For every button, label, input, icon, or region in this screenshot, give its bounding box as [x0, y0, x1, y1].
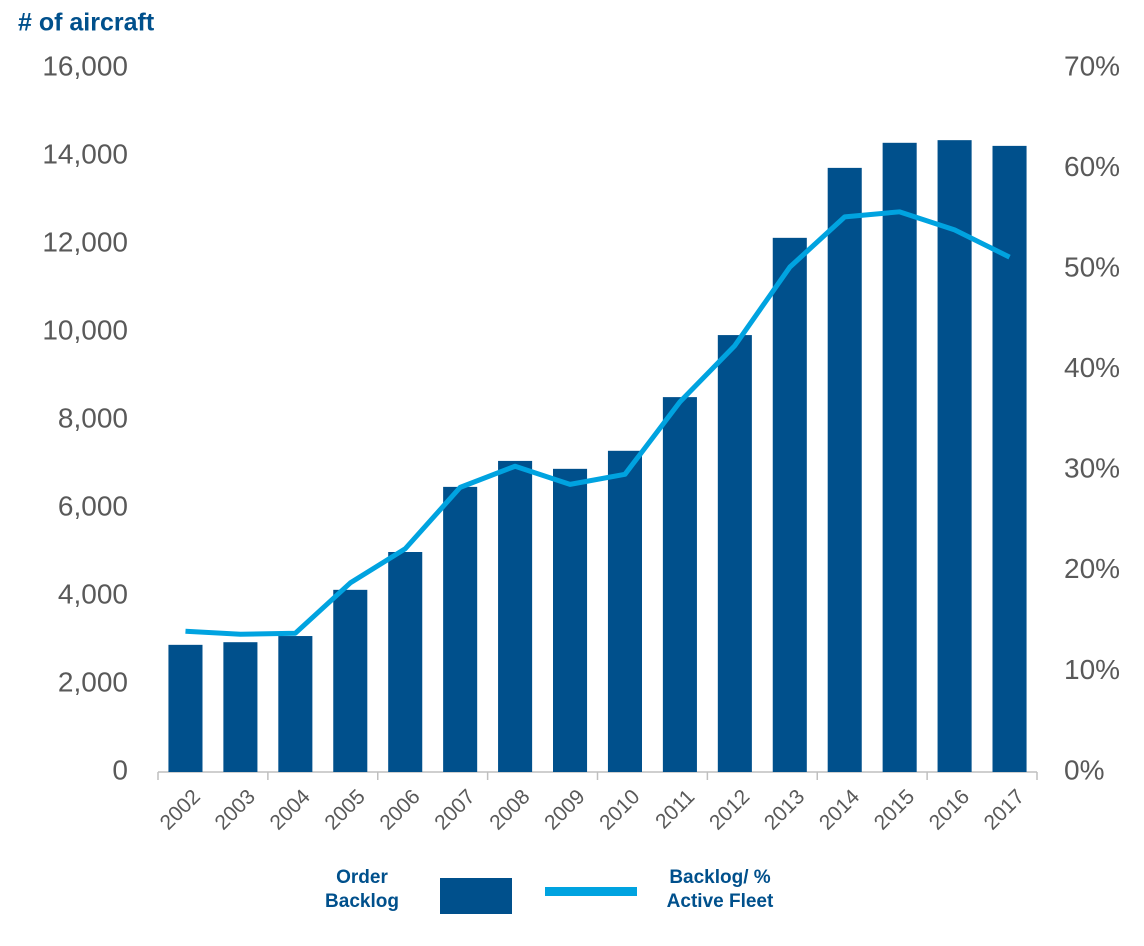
y2-tick-label: 70% — [1064, 50, 1120, 81]
bar — [498, 460, 533, 772]
bar — [662, 397, 697, 772]
x-tick-label: 2017 — [980, 785, 1029, 834]
y-axis-title: # of aircraft — [18, 9, 155, 37]
x-tick-label: 2014 — [815, 785, 865, 835]
y-tick-label: 16,000 — [42, 50, 128, 81]
legend-swatch — [545, 887, 637, 896]
bar — [443, 486, 478, 772]
x-tick-label: 2008 — [485, 785, 534, 834]
bar — [717, 335, 752, 772]
bar — [827, 167, 862, 772]
y-tick-label: 12,000 — [42, 226, 128, 257]
y2-tick-label: 10% — [1064, 654, 1120, 685]
bar — [168, 644, 203, 772]
bar — [882, 142, 917, 773]
bar — [772, 237, 807, 773]
x-tick-label: 2003 — [211, 785, 260, 834]
y2-tick-label: 40% — [1064, 352, 1120, 383]
bar — [607, 450, 642, 772]
y-tick-label: 0 — [112, 754, 128, 785]
bar — [278, 636, 313, 772]
x-tick-label: 2004 — [266, 785, 316, 835]
x-tick-label: 2006 — [375, 785, 424, 834]
x-tick-label: 2007 — [430, 785, 479, 834]
bar — [937, 140, 972, 772]
legend-label: Backlog/ % Active Fleet — [666, 867, 774, 912]
y2-tick-label: 20% — [1064, 553, 1120, 584]
y2-tick-label: 60% — [1064, 151, 1120, 182]
y2-tick-label: 30% — [1064, 453, 1120, 484]
x-tick-label: 2013 — [760, 785, 809, 834]
x-tick-label: 2009 — [540, 785, 589, 834]
bar — [553, 468, 588, 772]
y-tick-label: 4,000 — [58, 578, 128, 609]
bar — [333, 589, 368, 772]
y-tick-label: 6,000 — [58, 490, 128, 521]
legend-swatch — [440, 878, 512, 914]
y-tick-label: 14,000 — [42, 138, 128, 169]
y2-tick-label: 0% — [1064, 754, 1104, 785]
line — [185, 209, 1011, 637]
bar — [992, 145, 1027, 772]
x-tick-label: 2005 — [320, 785, 369, 834]
y-tick-label: 2,000 — [58, 666, 128, 697]
legend-label: Order Backlog — [325, 867, 399, 912]
x-tick-label: 2015 — [870, 785, 919, 834]
y-tick-label: 8,000 — [58, 402, 128, 433]
x-tick-label: 2002 — [156, 785, 205, 834]
y2-tick-label: 50% — [1064, 252, 1120, 283]
y-tick-label: 10,000 — [42, 314, 128, 345]
x-tick-label: 2012 — [705, 785, 754, 834]
x-tick-label: 2011 — [651, 785, 699, 833]
bar — [223, 642, 258, 772]
x-tick-label: 2016 — [925, 785, 974, 834]
x-tick-label: 2010 — [595, 785, 644, 834]
bar — [388, 552, 423, 772]
